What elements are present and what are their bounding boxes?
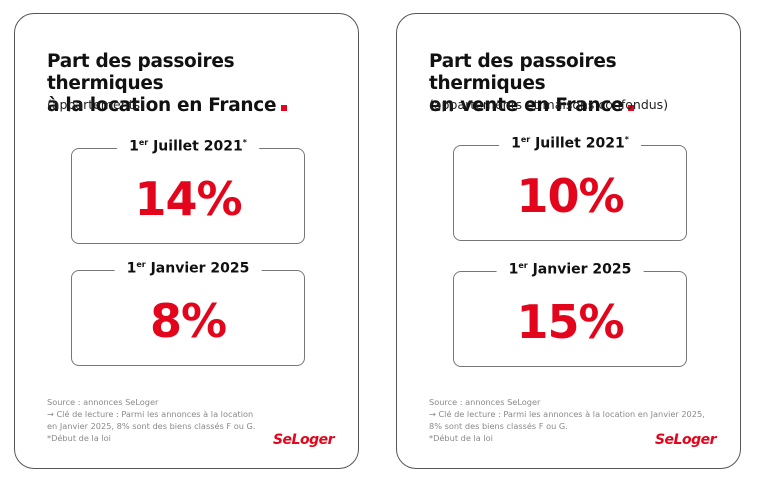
stat-box-2021: 1er Juillet 2021* 10%	[453, 135, 687, 241]
stat-label: 1er Janvier 2025	[496, 261, 644, 278]
title-line-2: en vente en France	[429, 95, 624, 116]
stat-label: 1er Janvier 2025	[114, 260, 262, 277]
stat-value: 14%	[134, 172, 242, 226]
stat-label: 1er Juillet 2021*	[117, 138, 259, 155]
seloger-logo: SeLoger	[272, 432, 335, 448]
reading-key-note: → Clé de lecture : Parmi les annonces à …	[429, 409, 705, 419]
red-square-icon	[281, 105, 288, 111]
seloger-logo: SeLoger	[654, 432, 717, 448]
card-subtitle: (appartements et maisons confondus)	[429, 97, 669, 112]
law-start-note: *Début de la loi	[47, 433, 111, 443]
title-line-2: à la location en France	[47, 95, 277, 116]
reading-key-note-cont: 8% sont des biens classés F ou G.	[429, 421, 568, 431]
red-square-icon	[628, 105, 635, 111]
stat-value: 10%	[516, 169, 624, 223]
stat-box-2021: 1er Juillet 2021* 14%	[71, 138, 305, 244]
stat-value: 15%	[516, 295, 624, 349]
card-rental: Part des passoires thermiques à la locat…	[14, 13, 359, 469]
title-line-1: Part des passoires thermiques	[47, 51, 235, 94]
law-start-note: *Début de la loi	[429, 433, 493, 443]
card-title: Part des passoires thermiques à la locat…	[47, 51, 347, 117]
footnotes: Source : annonces SeLoger → Clé de lectu…	[47, 396, 255, 444]
card-subtitle: (appartements)	[47, 97, 145, 112]
card-title: Part des passoires thermiques en vente e…	[429, 51, 729, 117]
card-sale: Part des passoires thermiques en vente e…	[396, 13, 741, 469]
source-note: Source : annonces SeLoger	[429, 397, 541, 407]
stat-box-2025: 1er Janvier 2025 8%	[71, 260, 305, 366]
source-note: Source : annonces SeLoger	[47, 397, 159, 407]
stat-box-2025: 1er Janvier 2025 15%	[453, 261, 687, 367]
stat-value: 8%	[149, 294, 227, 348]
stat-label: 1er Juillet 2021*	[499, 135, 641, 152]
footnotes: Source : annonces SeLoger → Clé de lectu…	[429, 396, 705, 444]
reading-key-note-cont: en Janvier 2025, 8% sont des biens class…	[47, 421, 256, 431]
reading-key-note: → Clé de lecture : Parmi les annonces à …	[47, 409, 254, 419]
title-line-1: Part des passoires thermiques	[429, 51, 617, 94]
